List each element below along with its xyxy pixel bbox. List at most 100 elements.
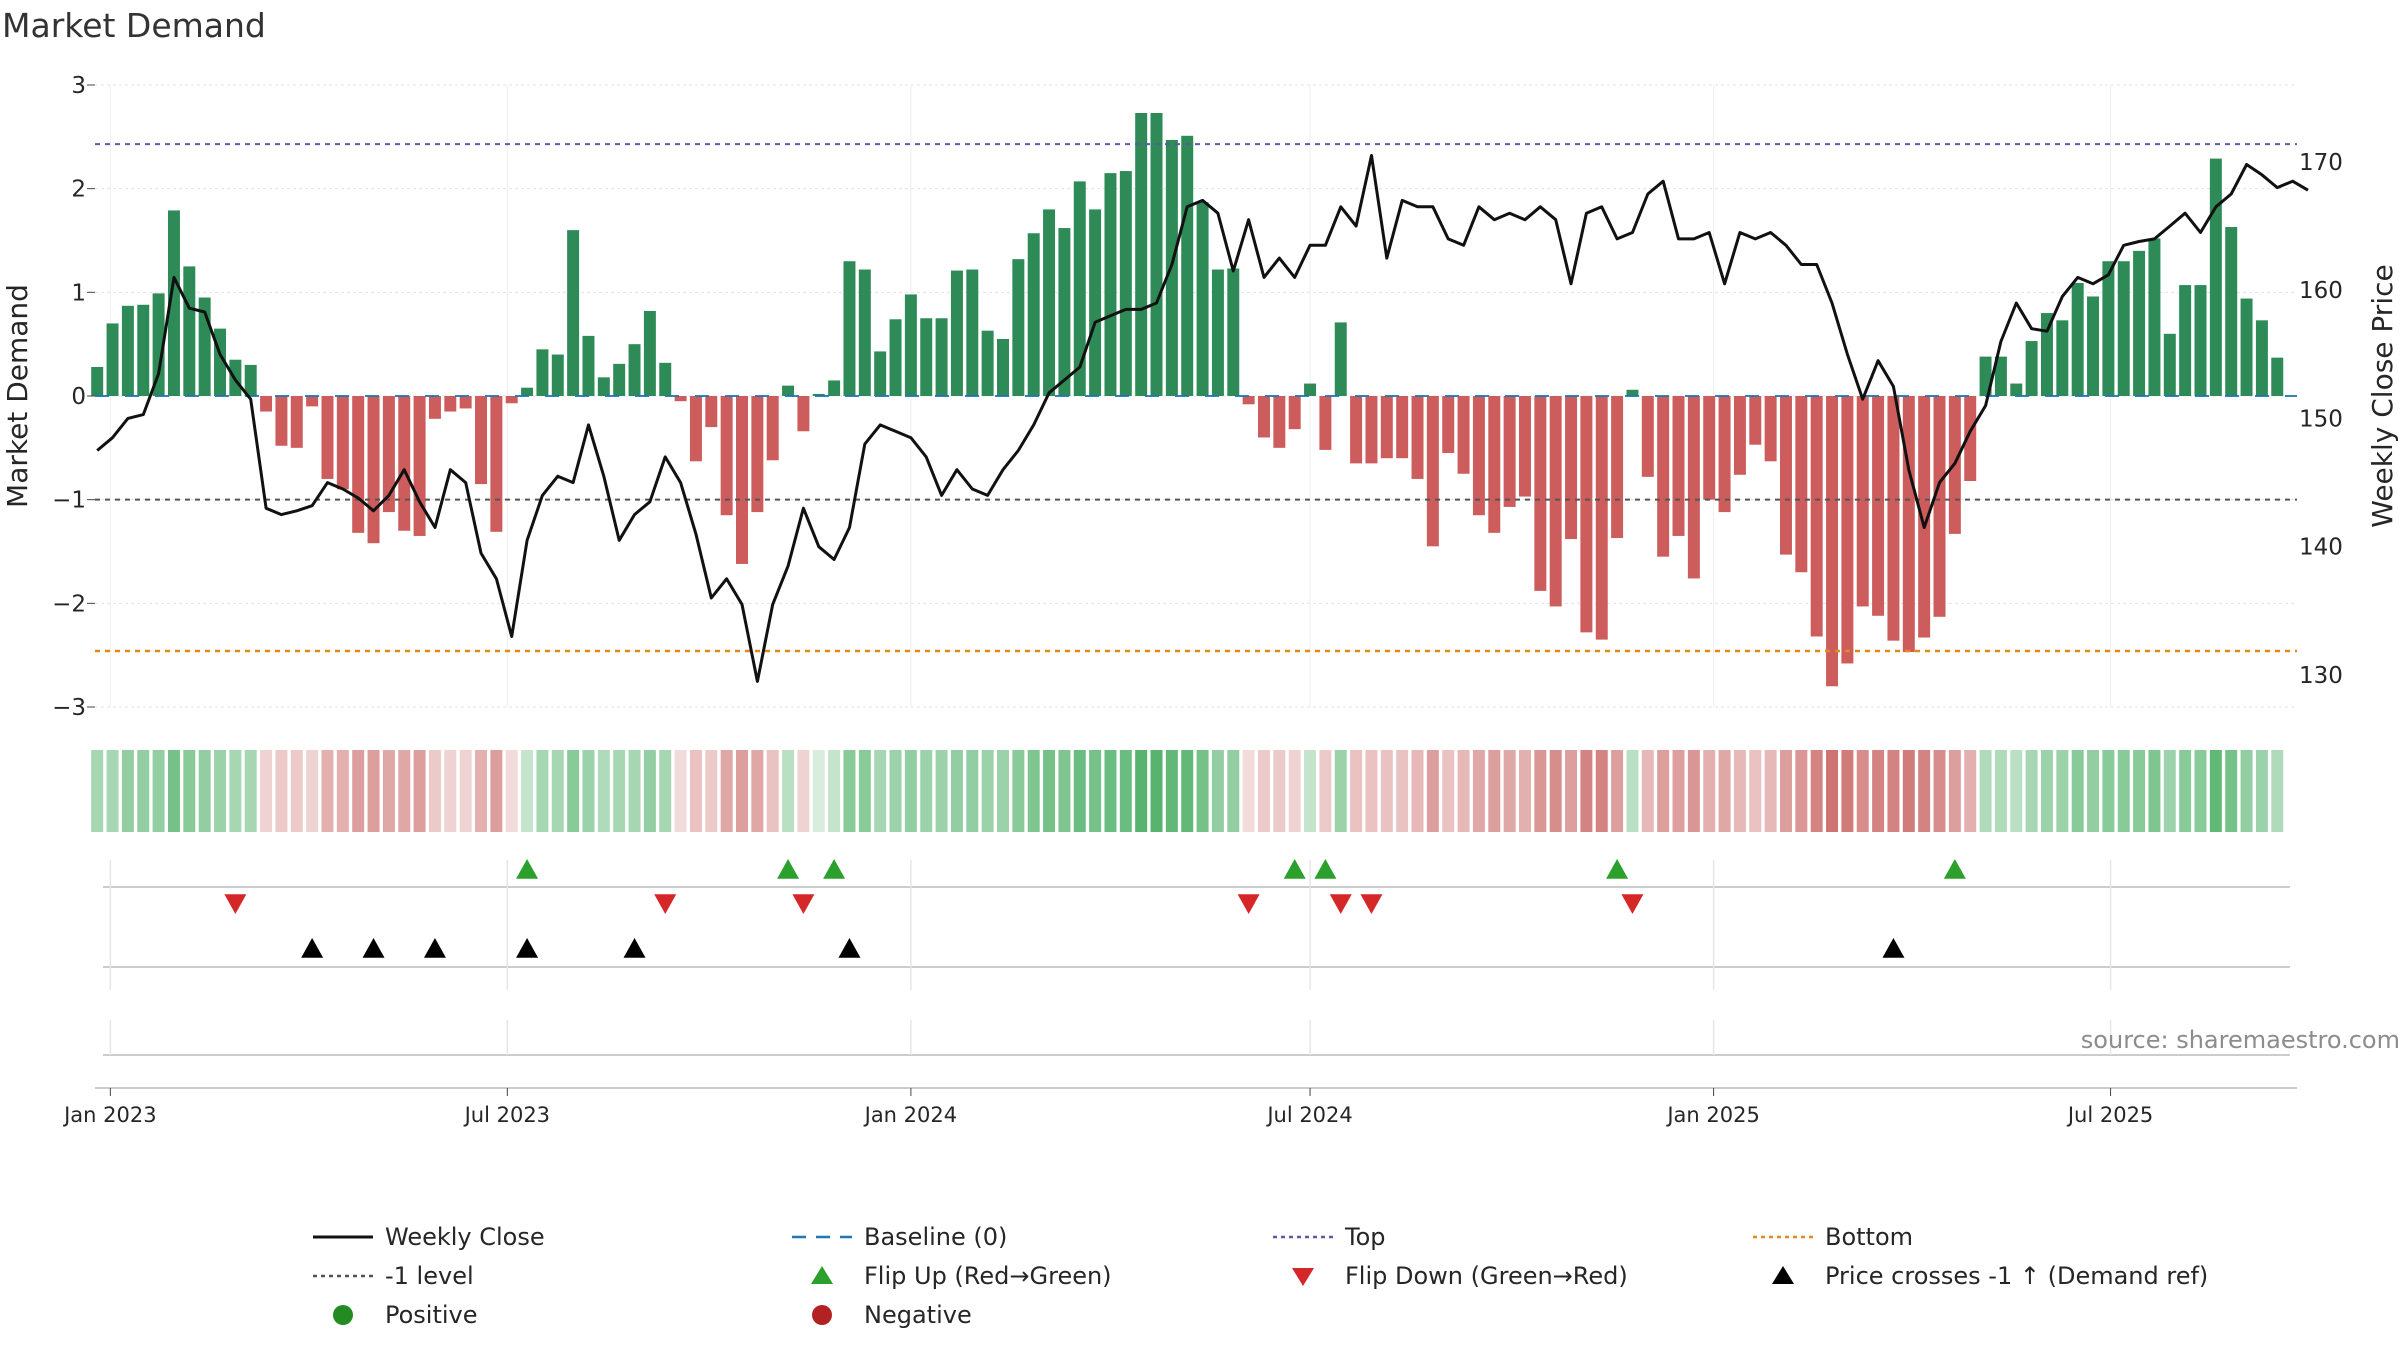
- positive-bar: [1089, 209, 1102, 396]
- negative-bar: [1764, 396, 1777, 462]
- y2-axis-label: Weekly Close Price: [2366, 264, 2399, 527]
- negative-bar: [413, 396, 426, 536]
- positive-strip-cell: [551, 750, 564, 832]
- positive-strip-cell: [2271, 750, 2284, 832]
- positive-bar: [1304, 383, 1317, 396]
- negative-strip-cell: [1672, 750, 1685, 832]
- positive-bar: [1027, 233, 1040, 396]
- positive-strip-cell: [1181, 750, 1194, 832]
- legend-item: Price crosses -1 ↑ (Demand ref): [1772, 1262, 2208, 1290]
- negative-strip-cell: [352, 750, 365, 832]
- positive-strip-cell: [2102, 750, 2115, 832]
- positive-strip-cell: [981, 750, 994, 832]
- negative-strip-cell: [444, 750, 457, 832]
- positive-bar: [782, 385, 795, 396]
- negative-bar: [1733, 396, 1746, 475]
- negative-strip-cell: [260, 750, 273, 832]
- positive-bar: [2194, 285, 2207, 396]
- positive-bar: [2117, 261, 2130, 396]
- positive-strip-cell: [2040, 750, 2053, 832]
- positive-bar: [2087, 296, 2100, 396]
- negative-strip-cell: [751, 750, 764, 832]
- negative-bar: [1242, 396, 1255, 405]
- source-label: source: sharemaestro.com: [2081, 1026, 2400, 1054]
- negative-strip-cell: [1779, 750, 1792, 832]
- positive-bar: [1150, 112, 1163, 397]
- price-cross-marker: [838, 938, 861, 958]
- positive-strip-cell: [2194, 750, 2207, 832]
- positive-bar: [582, 335, 595, 396]
- positive-bar: [1012, 259, 1025, 396]
- flip-up-marker: [516, 859, 539, 879]
- positive-strip-cell: [1304, 750, 1317, 832]
- negative-strip-cell: [1488, 750, 1501, 832]
- negative-strip-cell: [475, 750, 487, 832]
- flip-down-marker: [1621, 894, 1644, 914]
- positive-strip-cell: [950, 750, 963, 832]
- legend-label: Bottom: [1825, 1223, 1913, 1251]
- positive-strip-cell: [2025, 750, 2038, 832]
- price-cross-marker: [1882, 938, 1905, 958]
- positive-bar: [1227, 268, 1240, 396]
- negative-bar: [705, 396, 718, 428]
- negative-strip-cell: [1764, 750, 1777, 832]
- negative-bar: [1442, 396, 1455, 454]
- positive-strip-cell: [582, 750, 595, 832]
- legend-item: Flip Up (Red→Green): [811, 1262, 1112, 1290]
- negative-strip-cell: [1350, 750, 1363, 832]
- negative-strip-cell: [1733, 750, 1746, 832]
- negative-bar: [1350, 396, 1363, 464]
- positive-strip-cell: [1334, 750, 1347, 832]
- positive-bar: [2209, 158, 2222, 396]
- negative-bar: [720, 396, 733, 516]
- positive-strip-cell: [1135, 750, 1148, 832]
- legend-item: Baseline (0): [792, 1223, 1007, 1251]
- positive-strip-cell: [183, 750, 196, 832]
- flip-up-marker: [823, 859, 846, 879]
- negative-bar: [1411, 396, 1424, 479]
- legend-label: Price crosses -1 ↑ (Demand ref): [1825, 1262, 2208, 1290]
- positive-strip-cell: [2163, 750, 2176, 832]
- negative-bar: [1488, 396, 1501, 533]
- negative-strip-cell: [1472, 750, 1485, 832]
- positive-bar: [597, 377, 610, 396]
- flip-up-marker: [1283, 859, 1306, 879]
- negative-bar: [490, 396, 503, 532]
- legend-item: Negative: [812, 1301, 972, 1329]
- positive-bar: [2071, 283, 2084, 396]
- flip-up-marker: [1943, 859, 1966, 879]
- negative-strip-cell: [1242, 750, 1255, 832]
- negative-strip-cell: [1518, 750, 1531, 832]
- positive-strip-cell: [214, 750, 227, 832]
- positive-strip-cell: [2087, 750, 2100, 832]
- positive-bar: [214, 328, 227, 396]
- positive-bar: [551, 354, 564, 396]
- flip-down-marker: [224, 894, 247, 914]
- y-tick-label: 3: [71, 73, 86, 99]
- legend-item: Positive: [333, 1301, 478, 1329]
- positive-strip-cell: [2071, 750, 2084, 832]
- negative-bar: [260, 396, 273, 412]
- negative-bar: [797, 396, 810, 432]
- positive-bar: [1626, 389, 1639, 396]
- y-tick-label: −3: [52, 695, 86, 721]
- positive-bar: [643, 310, 656, 396]
- price-cross-marker: [362, 938, 385, 958]
- negative-bar: [1472, 396, 1485, 516]
- positive-strip-cell: [1227, 750, 1240, 832]
- negative-strip-cell: [1657, 750, 1670, 832]
- legend-label: Positive: [385, 1301, 478, 1329]
- positive-strip-cell: [812, 750, 825, 832]
- negative-strip-cell: [1641, 750, 1654, 832]
- negative-strip-cell: [1503, 750, 1516, 832]
- negative-strip-cell: [1534, 750, 1547, 832]
- negative-bar: [1841, 396, 1854, 664]
- x-tick-label: Jan 2023: [62, 1103, 157, 1127]
- positive-strip-cell: [889, 750, 902, 832]
- negative-strip-cell: [1426, 750, 1439, 832]
- positive-bar: [920, 318, 933, 396]
- positive-bar: [1994, 356, 2007, 396]
- negative-strip-cell: [1964, 750, 1977, 832]
- positive-bar: [828, 380, 841, 396]
- positive-bar: [1979, 356, 1992, 396]
